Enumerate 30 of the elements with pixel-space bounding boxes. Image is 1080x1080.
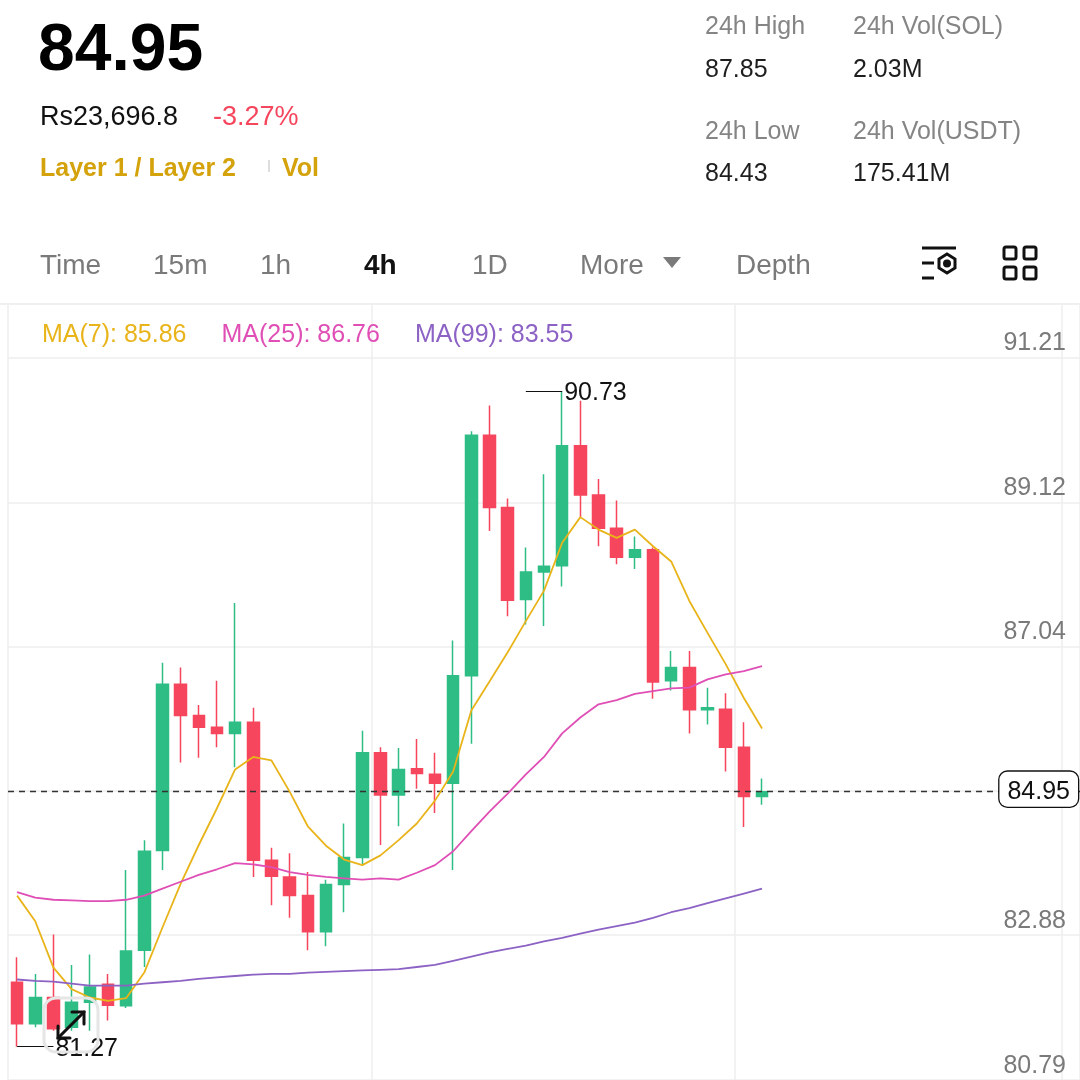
y-tick-label: 87.04	[1003, 616, 1067, 645]
text: Layer 1 / Layer 2	[40, 153, 236, 181]
y-tick-label: 82.88	[1003, 904, 1066, 933]
text: Depth	[736, 249, 811, 280]
text: Vol	[282, 153, 320, 181]
text: 87.85	[705, 54, 768, 82]
text: 24h Vol(SOL)	[853, 11, 1004, 39]
y-tick-label: 91.21	[1003, 327, 1066, 356]
text: Time	[40, 249, 102, 280]
y-tick-label: 80.79	[1003, 1049, 1066, 1078]
text: 1h	[260, 249, 292, 280]
chart-title: 84.95	[38, 10, 204, 84]
text: 24h High	[705, 11, 806, 39]
text: MA(7): 85.86	[42, 318, 187, 347]
text: 24h Low	[705, 116, 800, 144]
annotation: 90.73	[564, 376, 627, 405]
y-tick-label: 89.12	[1003, 472, 1066, 501]
text: Rs23,696.8	[40, 101, 179, 131]
text: More	[580, 249, 644, 280]
text: 84.43	[705, 158, 768, 186]
text: 4h	[364, 249, 397, 280]
text: 2.03M	[853, 54, 923, 82]
text: -3.27%	[213, 101, 299, 131]
text: 175.41M	[853, 158, 951, 186]
text: 1D	[472, 249, 508, 280]
text: 15m	[153, 249, 208, 280]
text: 24h Vol(USDT)	[853, 116, 1022, 144]
ref-line-label: 84.95	[1007, 776, 1070, 805]
text: MA(25): 86.76	[221, 318, 380, 347]
text: MA(99): 83.55	[414, 318, 574, 347]
